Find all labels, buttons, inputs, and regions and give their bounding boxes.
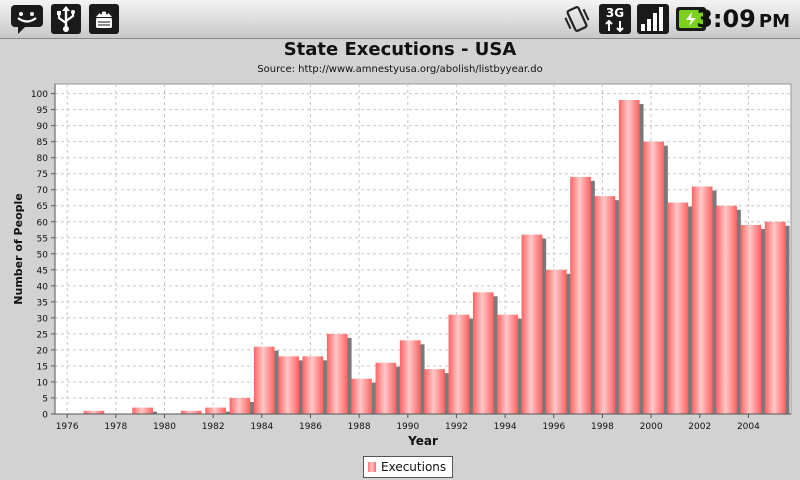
bar — [594, 196, 616, 414]
legend: Executions — [363, 456, 454, 478]
bar — [521, 234, 543, 414]
bar — [302, 356, 324, 414]
x-tick-label: 1988 — [348, 422, 371, 432]
x-tick-label: 1998 — [591, 422, 614, 432]
clock-time: 3:09 — [696, 5, 756, 33]
bar — [472, 292, 494, 414]
y-tick-label: 55 — [37, 234, 48, 244]
bar — [180, 410, 202, 414]
y-tick-label: 70 — [37, 186, 49, 196]
bar — [545, 269, 567, 414]
bar — [618, 100, 640, 415]
bar — [132, 407, 153, 414]
y-tick-label: 35 — [37, 298, 48, 308]
clock-ampm: PM — [758, 11, 790, 32]
bar — [448, 314, 470, 414]
bar — [570, 176, 591, 414]
bar — [691, 186, 713, 414]
y-tick-label: 0 — [42, 411, 48, 421]
y-tick-label: 40 — [37, 282, 49, 292]
clock[interactable]: 3:09 PM — [696, 4, 790, 34]
legend-label: Executions — [381, 460, 447, 474]
x-tick-label: 1986 — [299, 422, 322, 432]
x-tick-label: 1990 — [396, 422, 419, 432]
x-tick-label: 1996 — [542, 422, 565, 432]
bar — [716, 205, 737, 414]
x-tick-label: 1980 — [153, 422, 176, 432]
x-tick-label: 1982 — [202, 422, 225, 432]
y-tick-label: 90 — [37, 122, 49, 132]
y-tick-label: 95 — [37, 106, 48, 116]
bar — [424, 369, 445, 414]
y-tick-label: 65 — [37, 202, 48, 212]
bar — [667, 202, 689, 414]
y-tick-label: 10 — [37, 378, 49, 388]
x-tick-label: 1978 — [104, 422, 127, 432]
bar — [351, 378, 372, 414]
status-bar: 3G 3:09 PM — [0, 0, 800, 39]
x-tick-label: 2000 — [640, 422, 663, 432]
bar — [497, 314, 518, 414]
y-tick-label: 60 — [37, 218, 49, 228]
x-tick-label: 1976 — [56, 422, 79, 432]
bar — [253, 346, 275, 414]
y-tick-label: 50 — [37, 250, 49, 260]
battery-charging-icon — [676, 7, 709, 31]
bar — [740, 224, 762, 414]
y-tick-label: 5 — [42, 394, 48, 404]
bar — [399, 340, 421, 414]
x-tick-label: 1992 — [445, 422, 468, 432]
y-tick-label: 85 — [37, 138, 48, 148]
chart-area: State Executions - USA Source: http://ww… — [0, 39, 800, 480]
x-tick-label: 1984 — [250, 422, 273, 432]
signal-icon — [637, 4, 669, 34]
legend-swatch — [368, 462, 376, 472]
usb-icon[interactable] — [50, 3, 82, 35]
bar — [643, 141, 664, 414]
chart-subtitle: Source: http://www.amnestyusa.org/abolis… — [257, 64, 543, 75]
x-axis-label: Year — [407, 434, 438, 448]
vibrate-icon — [564, 6, 590, 32]
svg-text:3G: 3G — [606, 6, 624, 20]
y-tick-label: 75 — [37, 170, 48, 180]
chart-title: State Executions - USA — [283, 39, 517, 60]
y-tick-label: 30 — [37, 314, 49, 324]
bar — [229, 397, 251, 414]
bar — [375, 362, 397, 414]
y-axis-label: Number of People — [12, 193, 25, 304]
bar — [83, 410, 105, 414]
bar — [205, 407, 226, 414]
message-icon[interactable] — [10, 3, 44, 35]
y-tick-label: 15 — [37, 362, 48, 372]
android-debug-icon[interactable] — [88, 3, 120, 35]
x-tick-label: 2002 — [688, 422, 711, 432]
x-tick-label: 2004 — [737, 422, 760, 432]
bar — [278, 356, 299, 414]
bar — [764, 221, 786, 414]
y-tick-label: 20 — [37, 346, 49, 356]
x-tick-label: 1994 — [494, 422, 517, 432]
bar — [326, 333, 348, 414]
y-tick-label: 100 — [31, 90, 48, 100]
y-tick-label: 45 — [37, 266, 48, 276]
network-3g-icon: 3G — [599, 4, 631, 34]
bar-chart: 0 5 10 15 20 25 30 35 40 45 50 55 60 65 70 75 80 85 90 95 10… — [12, 83, 792, 448]
y-tick-label: 25 — [37, 330, 48, 340]
y-tick-label: 80 — [37, 154, 49, 164]
